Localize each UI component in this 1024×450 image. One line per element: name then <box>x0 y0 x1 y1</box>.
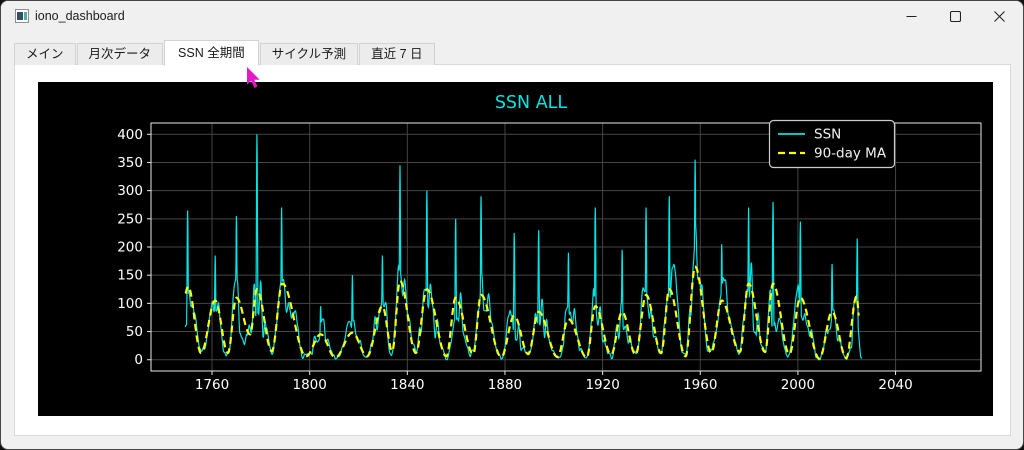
content-panel: 1760 1800 1840 1880 1920 1960 2000 2040 0 50 100 15… <box>14 64 1011 436</box>
minimize-button[interactable] <box>889 1 933 32</box>
tab-monthly-data[interactable]: 月次データ <box>76 43 164 65</box>
y-tick-label: 100 <box>117 296 143 312</box>
tab-cycle-forecast[interactable]: サイクル予測 <box>259 43 359 65</box>
title-bar[interactable]: iono_dashboard <box>1 1 1023 32</box>
legend-label: SSN <box>814 127 841 143</box>
window-controls <box>889 1 1021 32</box>
chart-figure: 1760 1800 1840 1880 1920 1960 2000 2040 0 50 100 15… <box>38 82 993 416</box>
ssn-all-chart: 1760 1800 1840 1880 1920 1960 2000 2040 0 50 100 15… <box>38 82 993 416</box>
x-tick-label: 1920 <box>585 377 619 393</box>
chart-legend: SSN 90-day MA <box>768 119 896 169</box>
y-tick-label: 400 <box>117 127 143 143</box>
x-tick-label: 2000 <box>781 377 815 393</box>
app-icon <box>15 9 29 23</box>
tab-main[interactable]: メイン <box>14 43 76 65</box>
tab-ssn-all[interactable]: SSN 全期間 <box>164 40 259 66</box>
mouse-cursor <box>247 67 260 88</box>
maximize-button[interactable] <box>933 1 977 32</box>
tab-bar: メイン 月次データ SSN 全期間 サイクル予測 直近 7 日 <box>14 40 436 66</box>
y-tick-label: 250 <box>117 211 143 227</box>
x-tick-label: 1840 <box>390 377 424 393</box>
window-title: iono_dashboard <box>35 9 125 23</box>
chart-title: SSN ALL <box>495 93 568 113</box>
close-icon <box>993 11 1005 22</box>
maximize-icon <box>949 11 961 22</box>
legend-label: 90-day MA <box>814 146 887 162</box>
minimize-icon <box>906 11 917 22</box>
x-tick-label: 1760 <box>195 377 229 393</box>
y-tick-label: 150 <box>117 268 143 284</box>
x-tick-label: 1800 <box>292 377 326 393</box>
y-tick-label: 0 <box>134 352 143 368</box>
y-tick-label: 50 <box>126 324 143 340</box>
y-tick-label: 200 <box>117 240 143 256</box>
tab-recent-7-days[interactable]: 直近 7 日 <box>359 43 435 65</box>
x-tick-label: 2040 <box>878 377 912 393</box>
close-button[interactable] <box>977 1 1021 32</box>
y-tick-label: 350 <box>117 155 143 171</box>
x-tick-label: 1880 <box>488 377 522 393</box>
x-tick-label: 1960 <box>683 377 717 393</box>
ma-series-line <box>184 265 860 360</box>
y-tick-label: 300 <box>117 183 143 199</box>
